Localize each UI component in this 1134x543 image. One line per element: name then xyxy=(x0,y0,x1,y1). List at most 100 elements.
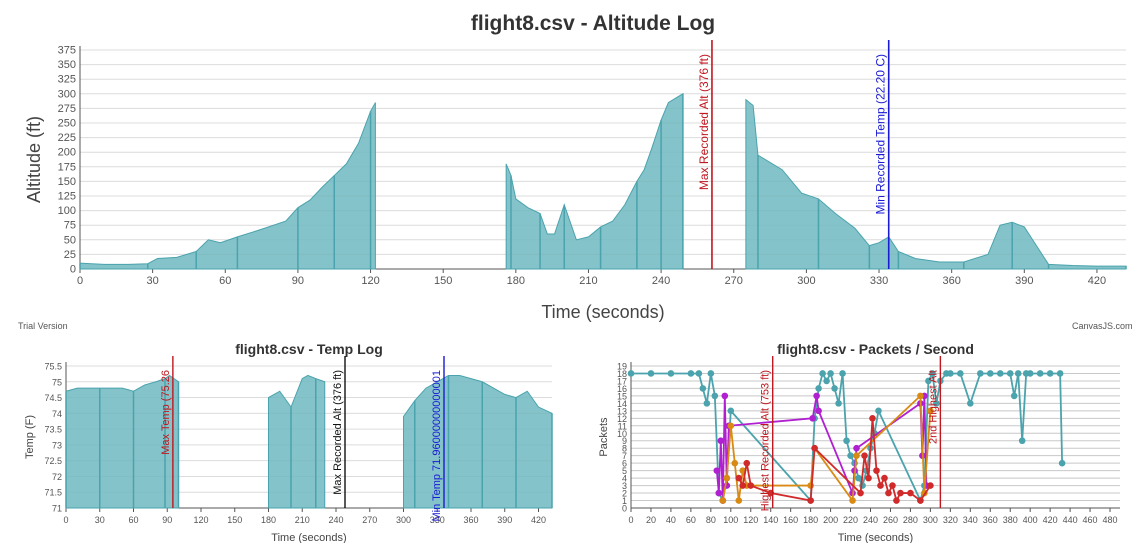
chart-2: 71 71.5 72 72.5 73 73.5 74 74.5 75 75.5 0 30 60 90 120… xyxy=(24,341,553,543)
x-tick-label: 150 xyxy=(227,515,242,525)
x-tick-label: 60 xyxy=(219,275,231,287)
data-point xyxy=(986,370,994,377)
x-tick-label: 0 xyxy=(628,515,633,525)
data-point xyxy=(813,392,820,400)
x-tick-label: 140 xyxy=(763,515,778,525)
y-tick-label: 74 xyxy=(52,409,62,419)
data-point xyxy=(1046,370,1054,377)
y-tick-label: 19 xyxy=(617,362,627,372)
y-tick-label: 250 xyxy=(58,118,76,130)
y-tick-label: 74.5 xyxy=(44,393,62,403)
area-segment xyxy=(268,374,326,509)
x-tick-label: 360 xyxy=(942,275,960,287)
data-point xyxy=(727,422,735,430)
x-tick-label: 150 xyxy=(434,275,452,287)
data-point xyxy=(695,370,703,377)
y-tick-label: 125 xyxy=(58,191,76,203)
chart-title: flight8.csv - Packets / Second xyxy=(777,341,974,357)
y-tick-label: 0 xyxy=(70,264,76,276)
y-tick-label: 12 xyxy=(617,414,627,424)
x-tick-label: 340 xyxy=(963,515,978,525)
x-tick-label: 80 xyxy=(706,515,716,525)
x-tick-label: 180 xyxy=(507,275,525,287)
data-point xyxy=(717,437,725,445)
x-tick-label: 0 xyxy=(77,275,83,287)
y-tick-label: 72.5 xyxy=(44,456,62,466)
data-point xyxy=(687,370,695,377)
x-tick-label: 240 xyxy=(652,275,670,287)
x-tick-label: 330 xyxy=(870,275,888,287)
data-point xyxy=(861,452,868,459)
data-point xyxy=(743,459,751,467)
data-point xyxy=(1056,370,1064,377)
y-tick-label: 225 xyxy=(58,132,76,144)
data-point xyxy=(855,474,862,482)
y-tick-label: 325 xyxy=(58,74,76,86)
data-point xyxy=(929,370,936,377)
data-point xyxy=(731,459,739,467)
y-tick-label: 9 xyxy=(622,436,627,446)
watermark-left: Trial Version xyxy=(18,321,68,331)
watermark-right: CanvasJS.com xyxy=(1072,321,1133,331)
data-point xyxy=(885,489,892,497)
data-point xyxy=(996,370,1004,377)
y-tick-label: 25 xyxy=(64,249,76,261)
data-point xyxy=(819,370,826,377)
x-tick-label: 160 xyxy=(783,515,798,525)
y-axis-label: Packets xyxy=(598,417,610,457)
x-tick-label: 390 xyxy=(497,515,512,525)
data-point xyxy=(647,370,655,377)
x-tick-label: 200 xyxy=(823,515,838,525)
annotation-label: Min Recorded Temp (22.20 C) xyxy=(874,54,888,215)
data-point xyxy=(877,482,884,489)
data-point xyxy=(967,400,974,407)
data-point xyxy=(831,385,838,392)
x-tick-label: 480 xyxy=(1103,515,1118,525)
x-tick-label: 240 xyxy=(328,515,343,525)
area-segment xyxy=(79,102,376,270)
y-tick-label: 75 xyxy=(52,377,62,387)
data-point xyxy=(711,392,719,400)
y-tick-label: 73.5 xyxy=(44,425,62,435)
x-tick-label: 420 xyxy=(1043,515,1058,525)
data-point xyxy=(735,497,743,504)
data-point xyxy=(839,370,846,377)
data-point xyxy=(627,370,635,377)
data-point xyxy=(957,370,964,377)
y-tick-label: 15 xyxy=(617,391,627,401)
data-point xyxy=(835,400,842,407)
x-axis-label: Time (seconds) xyxy=(838,532,913,543)
data-point xyxy=(917,497,924,504)
x-tick-label: 100 xyxy=(723,515,738,525)
y-axis-label: Temp (F) xyxy=(24,415,36,459)
x-tick-label: 400 xyxy=(1023,515,1038,525)
data-point xyxy=(927,482,934,489)
y-tick-label: 7 xyxy=(622,451,627,461)
data-point xyxy=(703,400,711,407)
data-point xyxy=(719,497,727,504)
y-tick-label: 200 xyxy=(58,147,76,159)
y-tick-label: 3 xyxy=(622,481,627,491)
annotation-label: 2nd Highest Alt xyxy=(927,370,939,444)
data-point xyxy=(807,497,814,504)
x-tick-label: 90 xyxy=(292,275,304,287)
data-point xyxy=(727,407,735,415)
y-tick-label: 4 xyxy=(622,474,627,484)
y-tick-label: 75 xyxy=(64,220,76,232)
data-point xyxy=(1014,370,1022,377)
x-tick-label: 210 xyxy=(295,515,310,525)
x-tick-label: 30 xyxy=(147,275,159,287)
data-point xyxy=(1026,370,1034,377)
data-point xyxy=(857,489,864,497)
y-tick-label: 5 xyxy=(622,466,627,476)
data-point xyxy=(815,407,822,415)
data-point xyxy=(807,482,814,489)
annotation-label: Highest Recorded Alt (753 ft) xyxy=(760,370,772,511)
data-point xyxy=(713,467,721,474)
x-tick-label: 0 xyxy=(63,515,68,525)
data-point xyxy=(739,482,747,489)
data-point xyxy=(907,489,914,497)
x-tick-label: 390 xyxy=(1015,275,1033,287)
area-segment xyxy=(403,374,553,509)
x-tick-label: 220 xyxy=(843,515,858,525)
